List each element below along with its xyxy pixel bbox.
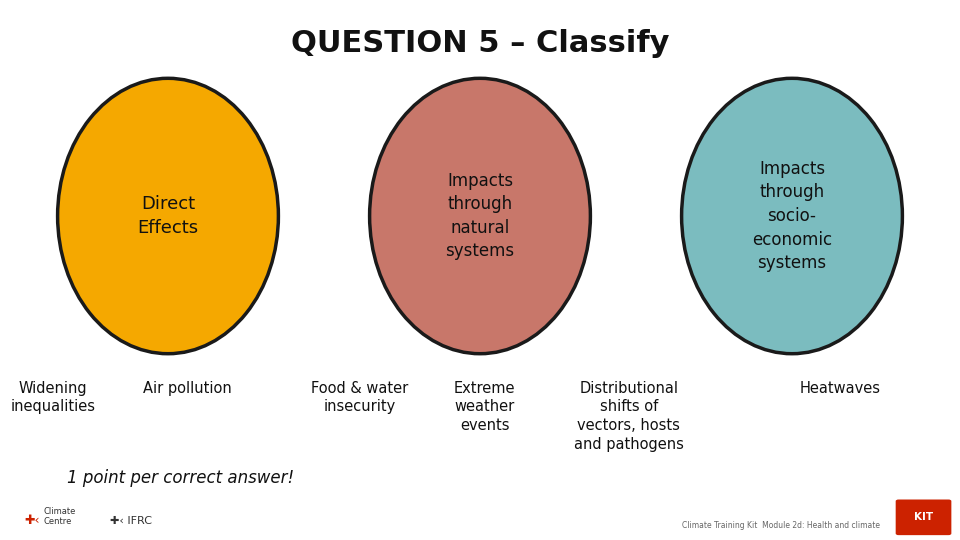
Ellipse shape	[682, 78, 902, 354]
Text: Direct
Effects: Direct Effects	[137, 195, 199, 237]
Text: Widening
inequalities: Widening inequalities	[11, 381, 95, 414]
Text: Climate Training Kit  Module 2d: Health and climate: Climate Training Kit Module 2d: Health a…	[682, 521, 879, 530]
Text: KIT: KIT	[914, 512, 933, 522]
Text: Impacts
through
socio-
economic
systems: Impacts through socio- economic systems	[752, 160, 832, 272]
Text: Extreme
weather
events: Extreme weather events	[454, 381, 516, 433]
Text: ✚‹ IFRC: ✚‹ IFRC	[110, 516, 153, 526]
Text: QUESTION 5 – Classify: QUESTION 5 – Classify	[291, 29, 669, 58]
Ellipse shape	[58, 78, 278, 354]
Text: Heatwaves: Heatwaves	[800, 381, 880, 396]
Text: 1 point per correct answer!: 1 point per correct answer!	[67, 469, 295, 487]
Text: ✚‹: ✚‹	[24, 514, 39, 526]
Text: Air pollution: Air pollution	[143, 381, 231, 396]
Text: Food & water
insecurity: Food & water insecurity	[311, 381, 409, 414]
Ellipse shape	[370, 78, 590, 354]
Text: Impacts
through
natural
systems: Impacts through natural systems	[445, 172, 515, 260]
Text: Distributional
shifts of
vectors, hosts
and pathogens: Distributional shifts of vectors, hosts …	[574, 381, 684, 451]
Text: Climate
Centre: Climate Centre	[43, 507, 76, 526]
FancyBboxPatch shape	[896, 500, 951, 535]
